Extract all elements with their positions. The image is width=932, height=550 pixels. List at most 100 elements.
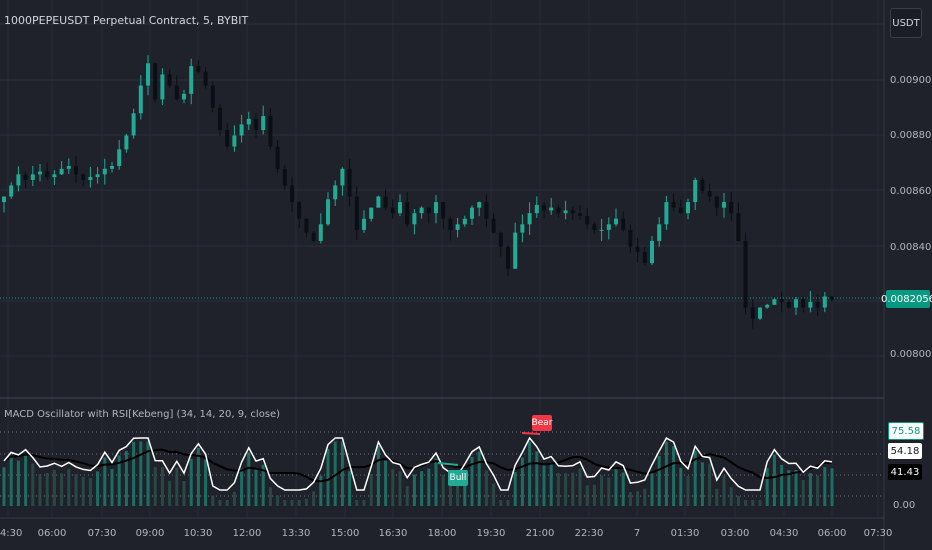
candlestick-series[interactable]: [2, 55, 834, 329]
candle-body[interactable]: [477, 202, 482, 208]
candle-body[interactable]: [239, 124, 244, 136]
candle-body[interactable]: [275, 146, 280, 169]
candle-body[interactable]: [153, 63, 158, 100]
candle-body[interactable]: [642, 252, 647, 264]
candle-body[interactable]: [167, 74, 172, 86]
candle-body[interactable]: [707, 191, 712, 197]
candle-body[interactable]: [419, 207, 424, 214]
candle-body[interactable]: [124, 135, 129, 150]
candle-body[interactable]: [671, 202, 676, 208]
candle-body[interactable]: [462, 218, 467, 225]
candle-body[interactable]: [441, 202, 446, 219]
candle-body[interactable]: [549, 207, 554, 211]
candle-body[interactable]: [664, 202, 669, 225]
candle-body[interactable]: [390, 207, 395, 214]
candle-body[interactable]: [311, 232, 316, 241]
candle-body[interactable]: [333, 185, 338, 200]
candle-body[interactable]: [117, 149, 122, 167]
candle-body[interactable]: [534, 204, 539, 214]
candle-body[interactable]: [563, 210, 568, 214]
candle-body[interactable]: [102, 168, 107, 175]
signal-line[interactable]: [3, 448, 833, 483]
candle-body[interactable]: [657, 224, 662, 241]
candle-body[interactable]: [714, 196, 719, 208]
candle-body[interactable]: [189, 66, 194, 94]
candle-body[interactable]: [290, 185, 294, 203]
candle-body[interactable]: [484, 202, 489, 219]
candle-body[interactable]: [340, 168, 345, 186]
candle-body[interactable]: [9, 185, 14, 197]
candle-body[interactable]: [196, 66, 201, 72]
candle-body[interactable]: [412, 213, 417, 225]
candle-body[interactable]: [578, 213, 582, 216]
candle-body[interactable]: [138, 85, 143, 114]
candle-body[interactable]: [16, 174, 21, 186]
candle-body[interactable]: [729, 202, 734, 214]
candle-body[interactable]: [210, 85, 215, 108]
indicator-title[interactable]: MACD Oscillator with RSI[Kebeng] (34, 14…: [4, 409, 281, 420]
currency-button[interactable]: USDT: [890, 8, 922, 38]
candle-body[interactable]: [246, 118, 251, 125]
candle-body[interactable]: [398, 202, 402, 214]
candle-body[interactable]: [254, 118, 258, 130]
candle-body[interactable]: [830, 296, 834, 300]
candle-body[interactable]: [261, 116, 266, 130]
candle-body[interactable]: [434, 202, 438, 214]
candle-body[interactable]: [282, 168, 287, 186]
candle-body[interactable]: [182, 93, 186, 100]
candle-body[interactable]: [542, 204, 546, 211]
candle-body[interactable]: [23, 174, 28, 180]
candle-body[interactable]: [88, 177, 93, 180]
candle-body[interactable]: [448, 218, 453, 230]
candle-body[interactable]: [59, 168, 64, 175]
candle-body[interactable]: [520, 224, 525, 233]
candle-body[interactable]: [693, 179, 698, 203]
candle-body[interactable]: [218, 107, 222, 130]
candle-body[interactable]: [74, 166, 78, 175]
candle-body[interactable]: [743, 240, 748, 308]
candle-body[interactable]: [225, 129, 230, 147]
candle-body[interactable]: [779, 299, 784, 302]
candle-body[interactable]: [81, 174, 86, 180]
candle-body[interactable]: [513, 232, 518, 269]
candle-body[interactable]: [621, 218, 626, 230]
candle-body[interactable]: [95, 174, 100, 178]
candle-body[interactable]: [369, 207, 374, 219]
candle-body[interactable]: [304, 218, 309, 233]
candle-body[interactable]: [131, 113, 136, 136]
candle-body[interactable]: [736, 213, 741, 241]
candle-body[interactable]: [635, 246, 640, 253]
candle-body[interactable]: [678, 207, 683, 214]
candle-body[interactable]: [686, 202, 690, 214]
candle-body[interactable]: [268, 116, 273, 147]
candle-body[interactable]: [606, 224, 611, 230]
macd-histogram[interactable]: [2, 441, 834, 507]
candle-body[interactable]: [45, 171, 50, 178]
candle-body[interactable]: [570, 210, 575, 214]
candle-body[interactable]: [66, 166, 71, 169]
candle-body[interactable]: [527, 213, 532, 225]
rsi-line[interactable]: [3, 436, 833, 491]
candle-body[interactable]: [110, 166, 114, 169]
candle-body[interactable]: [772, 299, 777, 305]
candle-body[interactable]: [52, 174, 57, 178]
candle-body[interactable]: [362, 218, 366, 230]
candle-body[interactable]: [38, 171, 42, 175]
candle-body[interactable]: [455, 224, 460, 230]
candle-body[interactable]: [354, 196, 359, 230]
candle-body[interactable]: [160, 74, 165, 100]
candle-body[interactable]: [30, 174, 35, 180]
candle-body[interactable]: [700, 179, 705, 191]
candle-body[interactable]: [491, 218, 496, 233]
candle-body[interactable]: [203, 71, 208, 86]
candle-body[interactable]: [801, 299, 806, 308]
candle-body[interactable]: [498, 232, 503, 247]
candle-body[interactable]: [765, 304, 770, 308]
candle-body[interactable]: [786, 302, 791, 308]
candle-body[interactable]: [2, 196, 6, 203]
candle-body[interactable]: [556, 207, 561, 214]
candle-body[interactable]: [174, 85, 179, 100]
candle-body[interactable]: [758, 307, 762, 319]
candle-body[interactable]: [470, 207, 474, 219]
candle-body[interactable]: [376, 196, 381, 208]
